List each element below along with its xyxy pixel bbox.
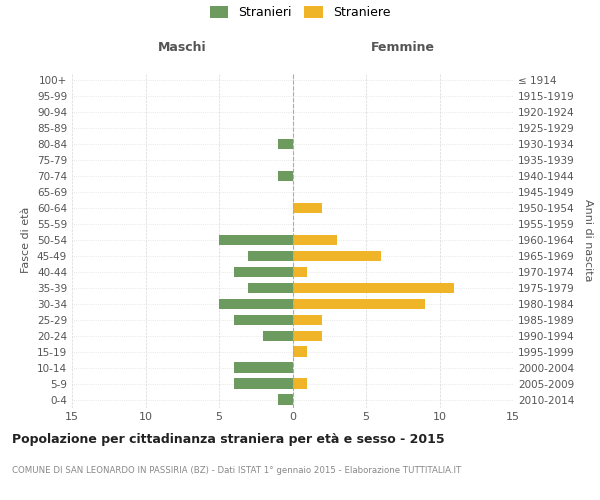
Bar [293,346,307,357]
Bar [278,171,293,181]
Bar [293,251,381,261]
Y-axis label: Anni di nascita: Anni di nascita [583,198,593,281]
Bar [234,378,293,389]
Bar [293,266,307,277]
Y-axis label: Fasce di età: Fasce di età [22,207,31,273]
Bar [293,298,425,309]
Bar [278,394,293,404]
Bar [234,362,293,373]
Bar [293,378,307,389]
Bar [293,330,322,341]
Text: COMUNE DI SAN LEONARDO IN PASSIRIA (BZ) - Dati ISTAT 1° gennaio 2015 - Elaborazi: COMUNE DI SAN LEONARDO IN PASSIRIA (BZ) … [12,466,461,475]
Bar [219,235,293,245]
Bar [263,330,293,341]
Bar [293,203,322,213]
Bar [293,282,454,293]
Bar [293,235,337,245]
Bar [234,266,293,277]
Bar [219,298,293,309]
Text: Femmine: Femmine [371,41,435,54]
Bar [248,251,293,261]
Legend: Stranieri, Straniere: Stranieri, Straniere [209,6,391,19]
Bar [234,314,293,325]
Bar [248,282,293,293]
Bar [278,139,293,149]
Text: Maschi: Maschi [158,41,206,54]
Bar [293,314,322,325]
Text: Popolazione per cittadinanza straniera per età e sesso - 2015: Popolazione per cittadinanza straniera p… [12,432,445,446]
